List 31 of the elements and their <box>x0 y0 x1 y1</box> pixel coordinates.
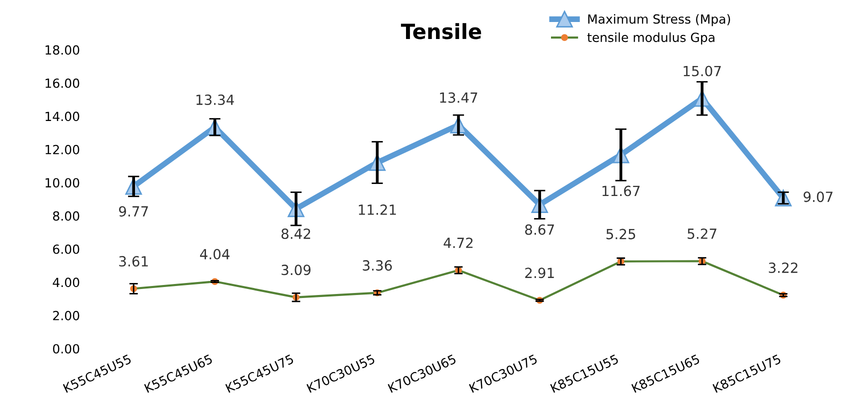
data-label: 8.42 <box>282 228 310 240</box>
legend-label: Maximum Stress (Mpa) <box>588 14 730 26</box>
data-label: 13.47 <box>440 92 478 103</box>
y-tick-label: 18.00 <box>46 45 80 55</box>
y-tick-label: 0.00 <box>53 344 80 354</box>
y-tick-label: 8.00 <box>53 211 80 221</box>
data-label: 3.22 <box>768 262 798 274</box>
data-label: 5.27 <box>688 228 716 239</box>
data-label: 13.34 <box>196 94 234 106</box>
data-label: 4.72 <box>444 238 473 248</box>
legend-label: tensile modulus Gpa <box>587 32 714 45</box>
y-tick-label: 10.00 <box>46 178 80 188</box>
chart-title: Tensile <box>400 23 482 40</box>
y-tick-label: 16.00 <box>46 78 80 88</box>
data-label: 11.67 <box>602 186 640 196</box>
data-label: 8.67 <box>525 224 554 235</box>
data-label: 3.36 <box>362 260 392 271</box>
y-tick-label: 14.00 <box>46 112 80 122</box>
data-label: 9.07 <box>804 192 832 202</box>
data-label: 9.77 <box>119 206 148 217</box>
y-tick-label: 4.00 <box>52 278 80 288</box>
data-label: 5.25 <box>606 228 636 240</box>
data-label: 3.09 <box>282 264 311 276</box>
y-tick-label: 2.00 <box>53 310 80 320</box>
data-label: 2.91 <box>525 268 554 278</box>
data-label: 15.07 <box>684 66 721 76</box>
data-label: 11.21 <box>358 204 396 215</box>
y-tick-label: 12.00 <box>46 144 80 154</box>
data-label: 4.04 <box>200 248 230 260</box>
data-label: 3.61 <box>119 256 148 267</box>
y-tick-label: 6.00 <box>53 244 80 254</box>
